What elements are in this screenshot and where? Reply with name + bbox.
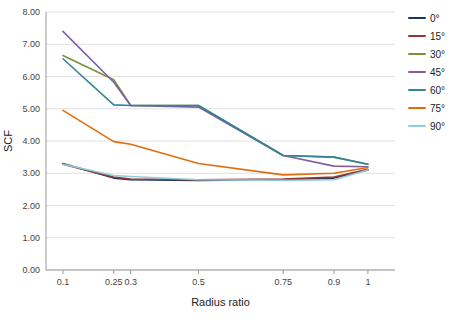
legend-label: 30° [430,49,445,60]
x-tick [130,270,131,274]
series-line [63,110,368,175]
legend-swatch [409,53,425,55]
y-tick-label: 6.00 [22,72,40,82]
x-tick-label: 0.1 [57,277,70,287]
x-tick-label: 0.3 [124,277,137,287]
grid-line [46,108,395,109]
chart: 0.00 1.00 2.00 3.00 4.00 5.00 6.00 7.00 8.00 0.1 0… [0,0,469,320]
x-tick [334,270,335,274]
y-tick-label: 3.00 [22,168,40,178]
x-tick [113,270,114,274]
grid-line [46,141,395,142]
x-axis-label: Radius ratio [191,296,250,308]
grid-line [46,270,395,271]
legend-label: 15° [430,31,445,42]
legend-swatch [409,35,425,37]
y-tick-label: 0.00 [22,265,40,275]
x-tick [367,270,368,274]
grid-line [46,205,395,206]
y-tick-label: 8.00 [22,7,40,17]
x-tick [283,270,284,274]
series-line [63,164,368,180]
legend-label: 0° [430,13,440,24]
legend-swatch [409,125,425,127]
grid-line [46,76,395,77]
legend-label: 60° [430,85,445,96]
x-tick-label: 0.9 [328,277,341,287]
y-tick-label: 7.00 [22,39,40,49]
legend-swatch [409,71,425,73]
x-axis-line [46,270,395,271]
x-tick-label: 0.75 [274,277,292,287]
x-tick [62,270,63,274]
grid [46,12,395,270]
y-tick-label: 4.00 [22,136,40,146]
y-tick-label: 2.00 [22,201,40,211]
series-line [63,59,368,164]
legend: 0° 15° 30° 45° 60° 75° 90° [409,13,445,132]
x-tick [198,270,199,274]
grid-line [46,44,395,45]
legend-swatch [409,107,425,109]
grid-line [46,237,395,238]
series-line [63,56,368,165]
series-line [63,31,368,166]
y-axis-label: SCF [2,130,14,152]
legend-swatch [409,17,425,19]
grid-line [46,12,395,13]
legend-label: 45° [430,67,445,78]
x-tick-label: 0.25 [105,277,123,287]
y-axis-line [46,12,47,270]
x-tick-label: 0.5 [192,277,205,287]
legend-label: 75° [430,103,445,114]
y-tick-label: 5.00 [22,104,40,114]
legend-label: 90° [430,121,445,132]
lines [63,31,368,180]
legend-swatch [409,89,425,91]
y-tick-label: 1.00 [22,233,40,243]
x-tick-label: 1 [365,277,370,287]
